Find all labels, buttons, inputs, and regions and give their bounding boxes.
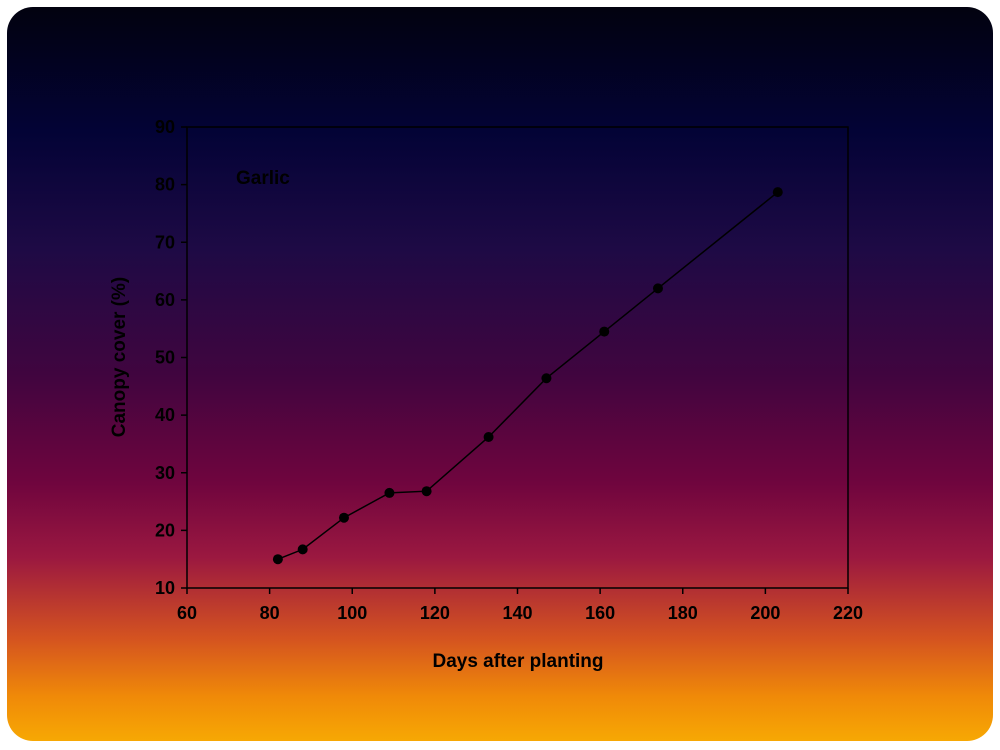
y-tick-label: 60 — [155, 290, 175, 310]
slide-background — [7, 7, 993, 741]
x-tick-label: 100 — [337, 603, 367, 623]
data-point — [421, 486, 432, 497]
y-tick-label: 50 — [155, 348, 175, 368]
data-point — [599, 326, 610, 337]
data-point — [541, 373, 552, 384]
plot-frame-group — [186, 126, 849, 589]
y-tick-label: 80 — [155, 175, 175, 195]
x-tick-label: 220 — [833, 603, 863, 623]
data-point — [338, 512, 349, 523]
x-tick-label: 180 — [668, 603, 698, 623]
data-point — [384, 487, 395, 498]
data-point — [652, 283, 663, 294]
y-axis-title: Canopy cover (%) — [109, 277, 130, 437]
y-tick-label: 90 — [155, 117, 175, 137]
series-line — [277, 191, 779, 560]
y-tick-label: 10 — [155, 578, 175, 598]
x-tick-label: 200 — [750, 603, 780, 623]
data-point — [297, 544, 308, 555]
chart-annotation: Garlic — [236, 168, 290, 189]
data-point — [772, 187, 783, 198]
y-axis: 10 20 30 40 50 60 70 80 90 — [155, 117, 187, 598]
series-line-group — [277, 191, 779, 560]
x-tick-label: 120 — [420, 603, 450, 623]
x-axis-title: Days after planting — [432, 651, 603, 672]
x-tick-label: 160 — [585, 603, 615, 623]
y-tick-label: 30 — [155, 463, 175, 483]
y-tick-label: 70 — [155, 232, 175, 252]
series-points-group — [272, 187, 783, 565]
y-tick-label: 40 — [155, 405, 175, 425]
x-tick-label: 80 — [260, 603, 280, 623]
plot-frame — [186, 126, 849, 589]
y-tick-label: 20 — [155, 520, 175, 540]
data-point — [483, 432, 494, 443]
data-point — [272, 554, 283, 565]
x-axis: 60 80 100 120 140 160 180 200 220 — [177, 588, 863, 623]
x-tick-label: 60 — [177, 603, 197, 623]
x-tick-label: 140 — [502, 603, 532, 623]
